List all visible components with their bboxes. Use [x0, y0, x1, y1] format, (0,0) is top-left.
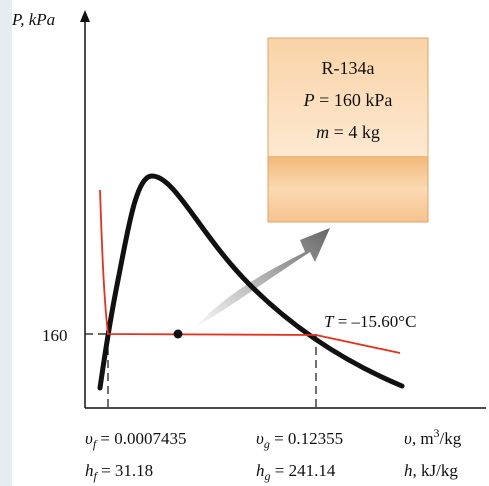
- tank-mass: m = 4 kg: [316, 122, 380, 142]
- text-part: h: [85, 461, 94, 480]
- hg-label: hg = 241.14: [256, 461, 336, 483]
- text-part: g: [265, 469, 271, 483]
- pointer-arrow: [192, 228, 330, 330]
- hf-label: hf = 31.18: [85, 461, 153, 483]
- h-unit: h, kJ/kg: [404, 461, 458, 480]
- text-part: = –15.60°C: [338, 312, 417, 331]
- vf-label: υf = 0.0007435: [85, 429, 187, 451]
- text-part: = 160 kPa: [319, 90, 392, 110]
- text-part: = 241.14: [275, 461, 336, 480]
- tank-vapor: [268, 38, 428, 158]
- tank-substance: R-134a: [322, 58, 375, 78]
- text-part: g: [264, 437, 270, 451]
- state-point: [173, 329, 183, 339]
- tank-liquid: [268, 156, 428, 222]
- side-strip: [0, 0, 12, 486]
- text-part: P: [303, 90, 315, 110]
- isotherm: [99, 189, 401, 354]
- text-part: /kg: [440, 429, 462, 448]
- pressure-tick-label: 160: [42, 326, 68, 345]
- text-part: T: [324, 312, 335, 331]
- tank: R-134a P = 160 kPa m = 4 kg: [267, 37, 429, 223]
- tank-border: [267, 37, 429, 223]
- text-part: m: [316, 122, 329, 142]
- text-part: h: [256, 461, 265, 480]
- text-part: υ: [85, 429, 93, 448]
- text-part: = 4 kg: [334, 122, 380, 142]
- text-part: , m: [412, 429, 434, 448]
- text-part: 3: [434, 426, 440, 440]
- text-part: f: [93, 437, 98, 451]
- vg-label: υg = 0.12355: [256, 429, 343, 451]
- y-axis-arrow: [80, 10, 90, 22]
- tank-pressure: P = 160 kPa: [303, 90, 393, 110]
- text-part: h: [404, 461, 413, 480]
- text-part: P, kPa: [11, 10, 55, 29]
- text-part: = 31.18: [101, 461, 153, 480]
- v-unit: υ, m3/kg: [404, 426, 462, 448]
- text-part: = 0.0007435: [100, 429, 186, 448]
- text-part: υ: [404, 429, 412, 448]
- text-part: υ: [256, 429, 264, 448]
- text-part: = 0.12355: [274, 429, 343, 448]
- text-part: f: [94, 469, 99, 483]
- text-part: , kJ/kg: [413, 461, 459, 480]
- y-axis-label: P, kPa: [11, 10, 55, 29]
- isotherm-label: T = –15.60°C: [324, 312, 416, 331]
- saturation-dome: [97, 173, 405, 391]
